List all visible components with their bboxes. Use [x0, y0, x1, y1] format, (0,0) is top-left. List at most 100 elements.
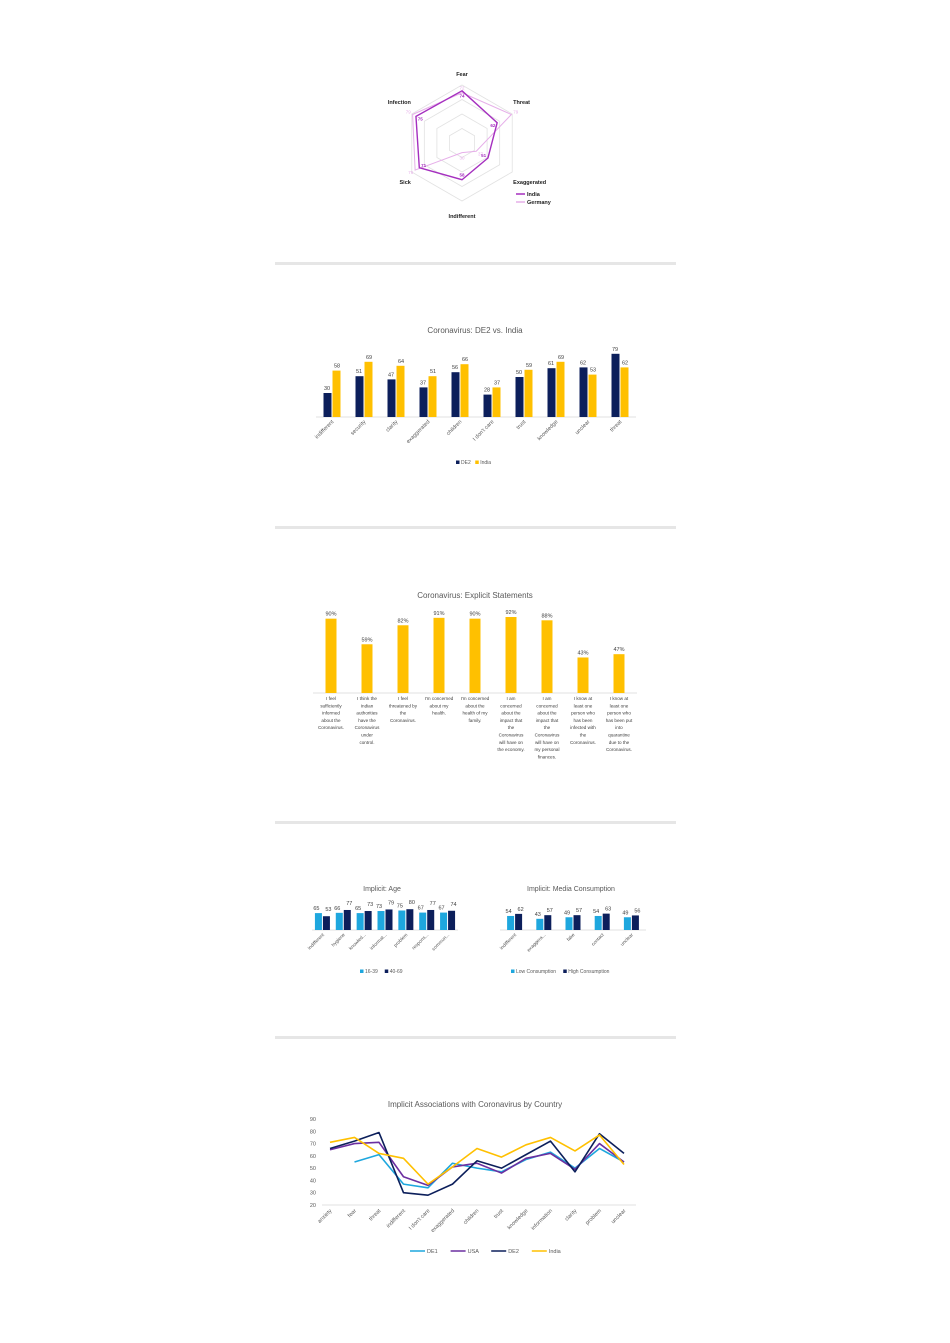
- category-label-line: the: [580, 733, 587, 738]
- category-label-line: will have on: [499, 740, 523, 745]
- data-label: 65: [313, 906, 319, 912]
- category-label: threat: [368, 1208, 383, 1223]
- category-label: commun...: [432, 933, 451, 952]
- bar: [565, 917, 573, 930]
- bar: [387, 379, 396, 417]
- bar: [515, 377, 524, 417]
- radar-grid-ring: [449, 128, 475, 158]
- data-label: 59%: [361, 637, 372, 643]
- bar: [419, 912, 427, 930]
- radar-value-label: 58: [459, 172, 465, 177]
- category-label-line: least one: [610, 703, 629, 708]
- data-label: 50: [516, 370, 522, 376]
- category-label: respons...: [411, 932, 430, 951]
- category-label-line: the: [544, 725, 551, 730]
- y-tick-label: 50: [310, 1166, 316, 1172]
- bar-chart-implicit-age: Implicit: Age 65 53 indifferent 66 77 hygiene 6…: [307, 886, 458, 975]
- data-label: 73: [367, 902, 373, 908]
- category-label: exaggerated: [406, 419, 432, 445]
- category-label-line: control.: [359, 740, 374, 745]
- category-label-line: my personal: [534, 747, 559, 752]
- data-label: 65: [355, 906, 361, 912]
- category-label-line: quarantine: [608, 733, 630, 738]
- category-label: knowled...: [348, 932, 368, 952]
- section-divider: [275, 262, 676, 265]
- data-label: 64: [398, 359, 404, 365]
- category-label-line: Coronavirus.: [318, 725, 344, 730]
- bar: [322, 916, 330, 930]
- category-label-line: least one: [574, 703, 593, 708]
- category-label: I am concerned about the impact that the Coro…: [534, 696, 560, 759]
- category-label: knowledge: [507, 1208, 530, 1231]
- data-label: 43%: [577, 650, 588, 656]
- data-label: 28: [484, 388, 490, 394]
- radar-value-label: 79: [406, 110, 412, 115]
- data-label: 69: [366, 355, 372, 361]
- legend-label: 40-69: [390, 969, 403, 975]
- category-label-line: threatened by: [389, 703, 418, 708]
- category-label: indifferent: [386, 1208, 408, 1230]
- category-label-line: about the: [321, 718, 341, 723]
- bar: [364, 911, 372, 930]
- bar: [440, 912, 448, 930]
- data-label: 80: [409, 900, 415, 906]
- bar: [323, 393, 332, 417]
- chart-title: Coronavirus: Explicit Statements: [417, 591, 533, 600]
- category-label-line: impact that: [536, 718, 559, 723]
- y-tick-label: 80: [310, 1129, 316, 1135]
- chart-title: Implicit: Age: [363, 886, 401, 893]
- section-divider: [275, 1036, 676, 1039]
- category-label-line: authorities: [356, 711, 378, 716]
- category-label: I know at least one person who has been infe…: [570, 696, 596, 745]
- data-label: 77: [430, 901, 436, 907]
- data-label: 92%: [505, 610, 516, 616]
- data-label: 67: [418, 906, 424, 912]
- category-label: informat...: [369, 932, 388, 951]
- bar: [579, 367, 588, 417]
- bar: [451, 372, 460, 417]
- data-label: 47%: [613, 647, 624, 653]
- data-label: 75: [397, 904, 403, 910]
- bar: [536, 918, 544, 930]
- y-tick-label: 30: [310, 1191, 316, 1197]
- category-label: clarity: [564, 1208, 579, 1223]
- bar: [492, 387, 501, 417]
- radar-axis-label: Threat: [513, 100, 530, 106]
- category-label: unclear: [619, 932, 635, 948]
- data-label: 62: [518, 907, 524, 913]
- category-label: indifferent: [314, 419, 336, 441]
- bar: [556, 361, 565, 417]
- bar: [631, 915, 639, 930]
- category-label-line: I'm concerned: [425, 696, 454, 701]
- legend-label: Germany: [527, 200, 552, 206]
- radar-axis-label: Sick: [400, 180, 412, 186]
- category-label-line: I know at: [574, 696, 593, 701]
- bar: [314, 913, 322, 930]
- legend-label: India: [480, 460, 491, 466]
- bar: [623, 917, 631, 930]
- radar-chart: Fear Threat Exaggerated Indifferent Sick Infe…: [388, 72, 552, 220]
- legend-swatch: [384, 969, 389, 973]
- data-label: 59: [526, 363, 532, 369]
- category-label: fake: [566, 932, 577, 943]
- data-label: 53: [590, 368, 596, 374]
- bar: [613, 654, 625, 693]
- radar-value-label: 76: [408, 170, 414, 175]
- category-label-line: I know at: [610, 696, 629, 701]
- legend-label: DE2: [461, 460, 471, 466]
- y-tick-label: 90: [310, 1117, 316, 1123]
- category-label-line: I feel: [326, 696, 336, 701]
- category-label-line: the: [400, 711, 407, 716]
- data-label: 58: [334, 364, 340, 370]
- bar: [398, 910, 406, 930]
- radar-value-label: 74: [459, 93, 465, 98]
- category-label: exaggera...: [526, 932, 547, 953]
- radar-axis-label: Infection: [388, 100, 412, 106]
- category-label-line: Coronavirus: [355, 725, 380, 730]
- radar-grid-ring: [436, 113, 488, 173]
- data-label: 61: [548, 361, 554, 367]
- radar-grid-ring: [423, 99, 501, 187]
- bar: [577, 657, 589, 693]
- data-label: 79: [388, 900, 394, 906]
- category-label: I don't care: [408, 1208, 431, 1231]
